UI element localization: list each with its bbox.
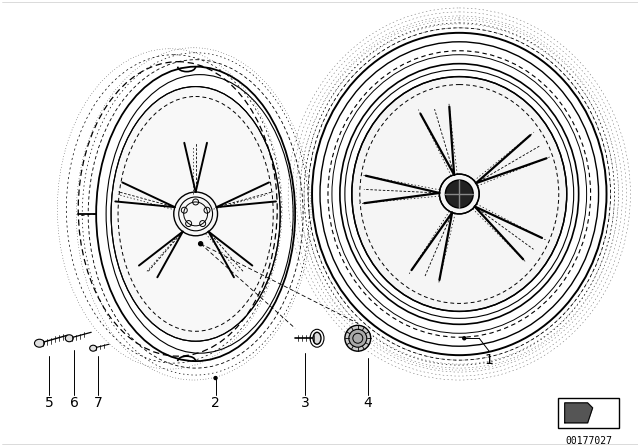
Text: 1: 1 <box>484 353 493 367</box>
Ellipse shape <box>90 345 97 351</box>
Ellipse shape <box>35 339 44 347</box>
Text: 6: 6 <box>70 396 79 410</box>
Bar <box>558 398 620 428</box>
Ellipse shape <box>313 332 321 344</box>
Ellipse shape <box>352 77 567 311</box>
Circle shape <box>198 242 203 246</box>
Text: 4: 4 <box>364 396 372 410</box>
Circle shape <box>214 377 217 379</box>
Ellipse shape <box>349 329 367 347</box>
Ellipse shape <box>111 86 280 341</box>
Ellipse shape <box>65 335 73 342</box>
Text: 7: 7 <box>94 396 102 410</box>
Ellipse shape <box>445 180 473 208</box>
Polygon shape <box>564 403 593 423</box>
Text: 00177027: 00177027 <box>565 436 612 446</box>
Text: 3: 3 <box>301 396 310 410</box>
Text: 2: 2 <box>211 396 220 410</box>
Text: 5: 5 <box>45 396 54 410</box>
Circle shape <box>463 337 466 340</box>
Ellipse shape <box>345 325 371 351</box>
